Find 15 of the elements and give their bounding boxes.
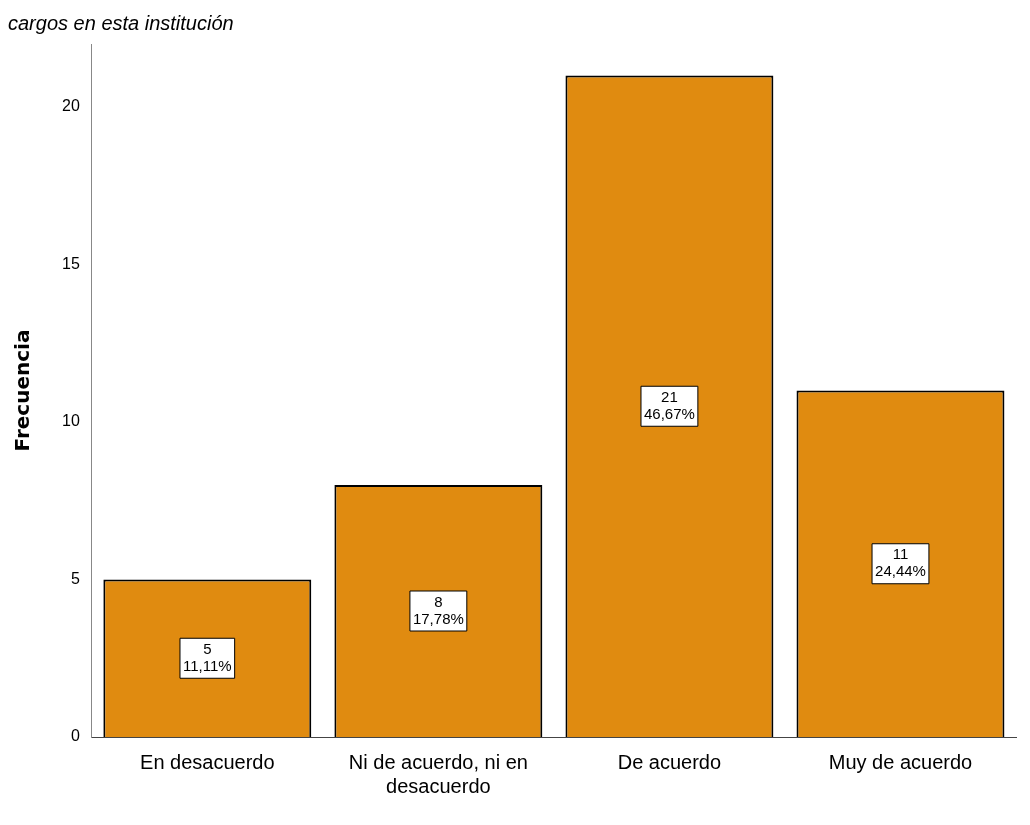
data-label: 8 17,78%: [412, 592, 464, 627]
y-tick-label: 20: [62, 97, 80, 115]
x-tick-label: De acuerdo: [617, 750, 722, 773]
data-label: 11 24,44%: [875, 545, 926, 580]
x-tick-label: Muy de acuerdo: [828, 750, 973, 773]
chart-title: cargos en esta institución: [8, 11, 234, 34]
x-tick-label: En desacuerdo: [140, 750, 275, 773]
y-tick-label: 15: [62, 254, 80, 272]
data-label: 21 46,67%: [643, 387, 695, 422]
data-label: 5 11,11%: [182, 639, 232, 674]
y-tick-label: 10: [62, 412, 80, 430]
y-tick-label: 5: [70, 569, 80, 587]
y-tick-label: 0: [70, 727, 80, 745]
y-axis-title: Frecuencia: [10, 329, 35, 452]
x-tick-label: Ni de acuerdo, ni en desacuerdo: [348, 750, 528, 797]
